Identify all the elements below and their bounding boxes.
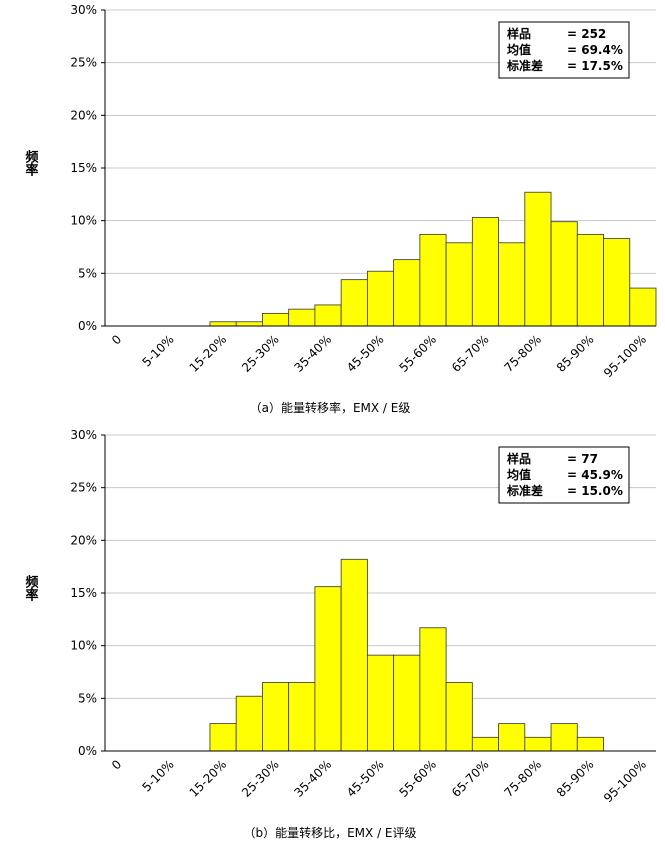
stats-box [498, 21, 630, 79]
bar [209, 723, 237, 752]
bar [235, 695, 263, 752]
x-tick-label: 35-40% [292, 757, 335, 800]
x-tick-label: 65-70% [449, 332, 492, 375]
x-tick-label: 0 [109, 757, 124, 772]
y-tick-label: 15% [70, 586, 97, 600]
bar [366, 270, 395, 327]
stat-label: 样品 [507, 451, 531, 466]
x-tick-label: 35-40% [292, 332, 335, 375]
bar [314, 304, 342, 327]
stat-value: = 77 [567, 452, 598, 466]
bar [471, 736, 499, 752]
y-tick-label: 5% [78, 691, 97, 705]
y-tick-label: 0% [78, 319, 97, 333]
x-tick-label: 25-30% [239, 757, 282, 800]
bar [550, 221, 578, 327]
x-tick-label: 75-80% [501, 332, 544, 375]
bar [393, 654, 421, 752]
bar [340, 558, 368, 752]
y-tick-label: 0% [78, 744, 97, 758]
stat-label: 样品 [507, 26, 531, 41]
y-tick-label: 25% [70, 56, 97, 70]
y-tick-label: 20% [70, 108, 97, 122]
bar [471, 217, 499, 327]
x-tick-label: 85-90% [554, 757, 597, 800]
bar [262, 312, 290, 327]
bar [603, 238, 631, 327]
x-tick-label: 65-70% [449, 757, 492, 800]
bar [576, 233, 604, 327]
y-tick-label: 10% [70, 214, 97, 228]
y-tick-label: 30% [70, 3, 97, 17]
x-tick-label: 55-60% [396, 332, 439, 375]
x-tick-label: 15-20% [187, 332, 230, 375]
stat-label: 标准差 [506, 483, 543, 498]
x-tick-label: 75-80% [501, 757, 544, 800]
bar [262, 682, 290, 752]
bar [524, 191, 552, 327]
caption: （b）能量转移比，EMX / E评级 [243, 825, 416, 840]
stat-label: 均值 [507, 467, 531, 482]
x-tick-label: 15-20% [187, 757, 230, 800]
bar [235, 321, 263, 327]
bar [629, 287, 657, 327]
x-tick-label: 45-50% [344, 757, 387, 800]
bar [340, 279, 368, 327]
stat-value: = 45.9% [567, 468, 623, 482]
y-tick-label: 10% [70, 639, 97, 653]
bar [445, 682, 473, 752]
bar [576, 736, 604, 752]
bar [498, 242, 526, 327]
bar [419, 627, 447, 752]
x-tick-label: 55-60% [396, 757, 439, 800]
stat-label: 均值 [507, 42, 531, 57]
x-tick-label: 95-100% [601, 757, 649, 805]
bar [288, 682, 316, 752]
y-tick-label: 30% [70, 428, 97, 442]
x-tick-label: 95-100% [601, 332, 649, 380]
bar [314, 586, 342, 752]
stat-value: = 252 [567, 27, 606, 41]
bar [393, 259, 421, 327]
bar [524, 736, 552, 752]
y-axis-label: 频率 [23, 574, 39, 602]
stat-value: = 69.4% [567, 43, 623, 57]
stat-value: = 15.0% [567, 484, 623, 498]
y-tick-label: 15% [70, 161, 97, 175]
y-tick-label: 20% [70, 533, 97, 547]
y-axis-label: 频率 [23, 149, 39, 177]
x-tick-label: 25-30% [239, 332, 282, 375]
bar [498, 723, 526, 752]
y-tick-label: 25% [70, 481, 97, 495]
x-tick-label: 85-90% [554, 332, 597, 375]
stat-value: = 17.5% [567, 59, 623, 73]
y-tick-label: 5% [78, 266, 97, 280]
bar [445, 242, 473, 327]
x-tick-label: 45-50% [344, 332, 387, 375]
bar [550, 723, 578, 752]
bar [366, 654, 395, 752]
bar [288, 308, 316, 327]
x-tick-label: 0 [109, 332, 124, 347]
bar [419, 233, 447, 327]
caption: （a）能量转移率，EMX / E级 [250, 400, 411, 415]
x-tick-label: 5-10% [139, 332, 176, 369]
bar [209, 321, 237, 327]
stats-box [498, 446, 630, 504]
x-tick-label: 5-10% [139, 757, 176, 794]
stat-label: 标准差 [506, 58, 543, 73]
